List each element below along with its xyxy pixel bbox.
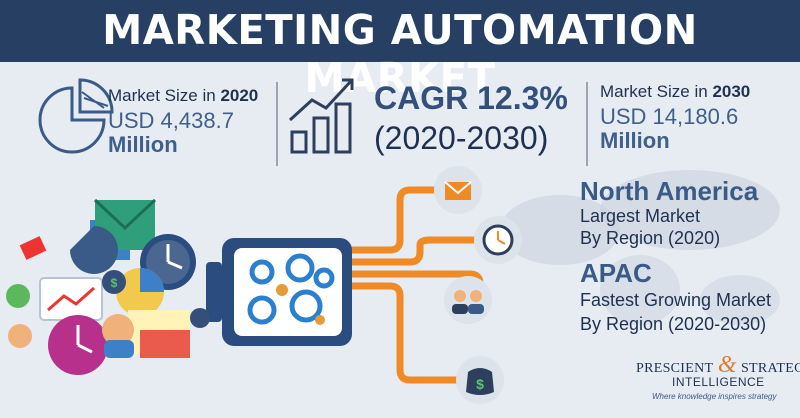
market-2020-unit: Million — [108, 132, 178, 157]
marketing-collage: $ — [6, 198, 210, 375]
svg-text:$: $ — [111, 276, 118, 290]
growth-chart-icon — [288, 78, 354, 154]
region-apac-line1: Fastest Growing Market — [580, 290, 772, 310]
dollar-bag-icon: $ — [456, 356, 504, 404]
region-north-america-line2: By Region (2020) — [580, 228, 721, 248]
divider-left — [276, 82, 278, 166]
svg-text:$: $ — [476, 376, 484, 392]
market-2030-value: USD 14,180.6 — [600, 104, 739, 129]
market-2020-label: Market Size in 2020 — [108, 86, 259, 105]
cagr-period: (2020-2030) — [374, 120, 549, 156]
market-2030-label: Market Size in 2030 — [600, 82, 751, 101]
region-north-america-title: North America — [580, 176, 759, 206]
logo-amp: & — [717, 352, 737, 378]
logo-left: PRESCIENT — [636, 361, 714, 376]
pie-chart-icon — [38, 78, 114, 154]
title-banner: MARKETING AUTOMATION MARKET — [0, 0, 800, 102]
logo-tagline: Where knowledge inspires strategy — [652, 392, 777, 401]
divider-right — [586, 82, 588, 166]
email-icon — [434, 166, 482, 214]
company-logo: PRESCIENT & STRATEGIC — [636, 352, 800, 379]
market-2030-unit: Million — [600, 128, 670, 153]
logo-sub: INTELLIGENCE — [672, 375, 765, 389]
region-apac-line2: By Region (2020-2030) — [580, 314, 767, 334]
logo-right: STRATEGIC — [740, 361, 800, 376]
region-apac-title: APAC — [580, 258, 652, 288]
page-title: MARKETING AUTOMATION MARKET — [102, 6, 698, 102]
world-map-dots — [500, 170, 780, 325]
clock-icon — [474, 216, 522, 264]
cagr-value: CAGR 12.3% — [374, 80, 568, 116]
users-icon — [444, 276, 492, 324]
market-2020-value: USD 4,438.7 — [108, 108, 234, 133]
region-north-america-line1: Largest Market — [580, 206, 701, 226]
gears-icon — [206, 238, 352, 346]
